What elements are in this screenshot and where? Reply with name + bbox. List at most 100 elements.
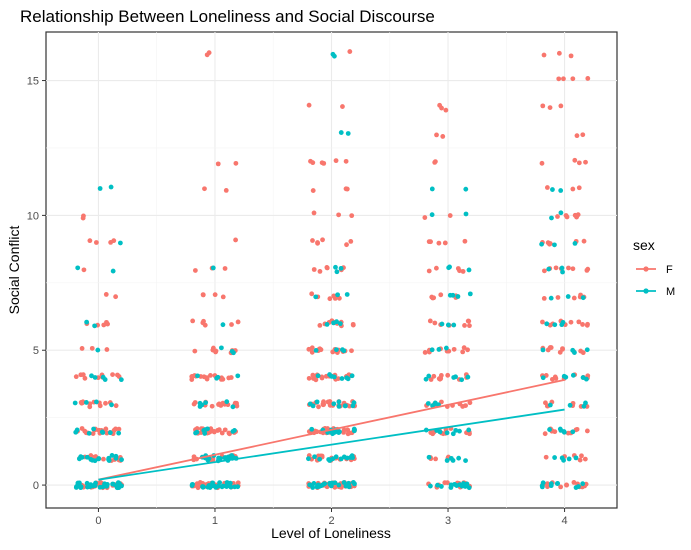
point-f	[350, 322, 356, 328]
point-m	[567, 402, 573, 408]
point-f	[460, 349, 466, 355]
point-m	[312, 454, 317, 460]
point-f	[73, 374, 79, 380]
point-f	[539, 160, 545, 166]
point-m	[88, 457, 94, 462]
point-m	[463, 458, 468, 464]
point-f	[202, 322, 208, 328]
point-m	[444, 458, 450, 463]
point-f	[192, 268, 198, 273]
point-m	[344, 375, 350, 381]
point-m	[544, 321, 550, 327]
point-m	[231, 350, 236, 356]
point-f	[235, 480, 241, 486]
point-m	[338, 265, 344, 271]
point-f	[81, 267, 87, 273]
point-m	[572, 241, 578, 246]
point-f	[467, 400, 473, 406]
point-m	[84, 319, 90, 325]
point-m	[334, 319, 340, 325]
point-m	[445, 322, 451, 328]
point-f	[457, 268, 462, 274]
point-f	[233, 237, 238, 243]
point-f	[571, 480, 577, 485]
point-f	[556, 50, 562, 56]
point-m	[335, 292, 341, 298]
point-f	[460, 269, 466, 274]
x-tick-label: 2	[328, 515, 334, 527]
point-m	[314, 399, 320, 405]
point-m	[432, 400, 438, 406]
point-f	[216, 401, 222, 407]
point-m	[334, 347, 339, 353]
point-f	[324, 264, 330, 270]
point-m	[336, 403, 342, 409]
point-f	[422, 350, 428, 355]
point-f	[577, 457, 583, 463]
point-m	[332, 53, 337, 59]
point-m	[92, 375, 98, 380]
point-m	[92, 323, 98, 329]
point-m	[341, 348, 347, 354]
point-m	[336, 399, 342, 405]
legend-title: sex	[633, 237, 655, 253]
point-f	[442, 480, 448, 486]
point-m	[74, 427, 80, 433]
point-f	[311, 267, 317, 272]
point-f	[440, 134, 446, 139]
point-m	[455, 294, 461, 299]
point-m	[343, 483, 349, 489]
point-f	[436, 376, 442, 382]
point-m	[230, 404, 236, 410]
point-m	[447, 292, 453, 298]
point-f	[570, 266, 576, 272]
point-m	[439, 321, 445, 327]
point-f	[570, 186, 576, 192]
point-m	[435, 482, 440, 488]
point-f	[78, 400, 84, 405]
point-m	[559, 455, 565, 461]
point-m	[206, 456, 212, 461]
point-f	[319, 374, 325, 380]
point-f	[197, 480, 203, 485]
point-m	[313, 347, 319, 353]
point-m	[197, 400, 203, 406]
point-f	[316, 404, 321, 410]
trend-line-f	[98, 379, 565, 481]
point-f	[320, 402, 326, 408]
point-m	[116, 430, 122, 436]
point-f	[584, 428, 590, 434]
point-m	[226, 481, 232, 487]
point-m	[310, 403, 316, 409]
point-f	[332, 295, 338, 301]
point-m	[547, 427, 552, 432]
point-m	[429, 212, 435, 218]
point-m	[466, 427, 472, 433]
point-m	[338, 456, 344, 462]
point-m	[561, 373, 567, 379]
trend-layer	[98, 379, 565, 481]
point-f	[560, 346, 565, 352]
point-m	[560, 319, 566, 325]
point-f	[192, 400, 198, 405]
point-m	[566, 456, 572, 462]
point-f	[576, 319, 582, 325]
point-m	[559, 265, 565, 271]
point-f	[104, 319, 109, 325]
point-m	[117, 240, 123, 246]
point-m	[443, 345, 449, 351]
point-f	[584, 267, 590, 273]
point-m	[548, 481, 554, 487]
point-m	[463, 186, 469, 192]
point-f	[333, 158, 339, 164]
point-m	[72, 400, 78, 406]
point-f	[428, 239, 433, 245]
point-m	[351, 400, 357, 406]
point-m	[89, 373, 94, 379]
legend-items: FM	[636, 264, 675, 298]
point-m	[342, 403, 348, 409]
point-m	[554, 481, 560, 486]
point-m	[97, 186, 103, 191]
point-m	[540, 375, 546, 381]
